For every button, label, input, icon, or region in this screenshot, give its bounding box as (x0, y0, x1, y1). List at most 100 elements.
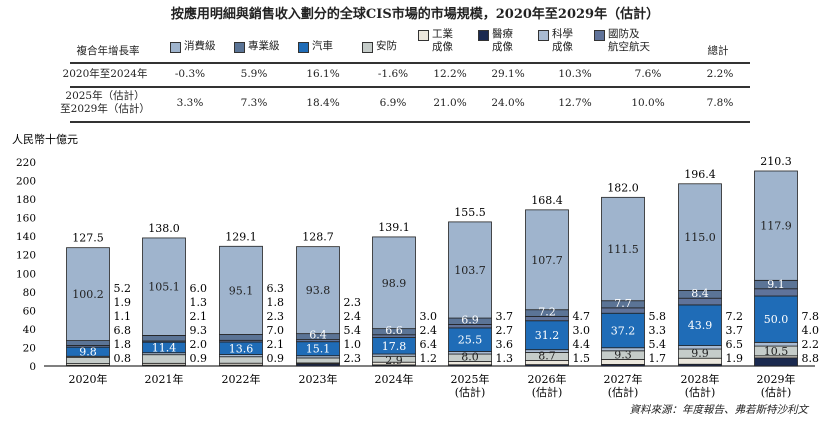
side-label: 2.4 (420, 324, 438, 337)
bar-segment (754, 170, 798, 281)
table-cell: 24.0% (491, 97, 525, 109)
x-tick-label: 2025年 (451, 372, 490, 386)
y-tick-label: 160 (16, 213, 36, 225)
segment-label: 15.1 (306, 343, 331, 356)
segment-label: 95.1 (229, 284, 254, 297)
legend-item-5: 醫療 成像 (478, 28, 513, 54)
table-cell: -0.3% (174, 68, 206, 80)
bar-segment (219, 334, 263, 341)
side-label: 1.8 (114, 338, 132, 351)
legend-swatch (298, 42, 309, 53)
table-cell: 21.0% (433, 97, 467, 109)
x-tick-label: 2021年 (145, 372, 184, 386)
segment-label: 13.6 (229, 342, 254, 355)
y-tick-label: 0 (29, 361, 36, 373)
table-cell: 7.3% (240, 97, 268, 109)
side-label: 0.8 (114, 352, 132, 365)
segment-label: 9.3 (614, 348, 632, 361)
side-label: 9.3 (190, 324, 208, 337)
table-cell: 5.9% (240, 68, 268, 80)
y-tick-label: 140 (16, 231, 36, 243)
side-label: 4.4 (573, 338, 591, 351)
side-label: 4.0 (802, 324, 820, 337)
side-label: 2.7 (496, 324, 514, 337)
side-label: 3.7 (496, 310, 514, 323)
x-tick-label: 2027年 (604, 372, 643, 386)
table-total-header: 總計 (707, 45, 729, 57)
side-label: 3.6 (496, 338, 514, 351)
table-cell: 6.9% (379, 97, 407, 109)
legend-label: 專業級 (248, 40, 280, 52)
segment-label: 115.0 (684, 231, 716, 244)
legend-swatch (362, 42, 373, 53)
segment-label: 31.2 (535, 329, 560, 342)
y-tick-label: 40 (23, 324, 36, 336)
side-label: 1.2 (420, 352, 438, 365)
table-period: 2020年至2024年 (62, 68, 148, 80)
y-tick-label: 220 (16, 157, 36, 169)
segment-label: 25.5 (458, 334, 483, 347)
table-cell: 10.3% (558, 68, 592, 80)
y-tick-label: 180 (16, 194, 36, 206)
bar-segment (372, 236, 416, 330)
table-rule (70, 121, 750, 123)
segment-label: 43.9 (688, 319, 713, 332)
segment-label: 6.6 (385, 324, 403, 337)
chart-title: 按應用明細與銷售收入劃分的全球CIS市場的市場規模，2020年至2029年（估計… (170, 7, 660, 22)
x-tick-label: 2024年 (375, 372, 414, 386)
legend-label: 國防及 航空航天 (608, 28, 650, 53)
y-tick-label: 60 (23, 305, 36, 317)
side-label: 5.4 (344, 324, 362, 337)
segment-label: 7.2 (538, 305, 556, 318)
bar-segment (448, 221, 492, 319)
side-label: 5.2 (114, 282, 132, 295)
legend-label: 醫療 成像 (492, 28, 513, 53)
table-cell: 10.0% (631, 97, 665, 109)
table-cell: 2.2% (706, 68, 734, 80)
side-label: 1.8 (267, 296, 285, 309)
total-label: 196.4 (684, 168, 716, 181)
side-label: 2.2 (802, 338, 820, 351)
side-label: 2.3 (344, 352, 362, 365)
x-tick-label: 2022年 (222, 372, 261, 386)
segment-label: 9.1 (767, 278, 785, 291)
segment-label: 9.8 (79, 345, 97, 358)
side-label: 3.0 (420, 310, 438, 323)
bar-segment (66, 247, 110, 341)
segment-label: 100.2 (72, 288, 104, 301)
side-label: 0.9 (190, 352, 208, 365)
bar-segment (678, 183, 722, 291)
table-rule (70, 86, 750, 88)
legend-swatch (538, 30, 549, 41)
segment-label: 37.2 (611, 324, 636, 337)
total-label: 139.1 (378, 221, 410, 234)
legend-item-0: 消費級 (170, 40, 216, 53)
x-tick-label: 2023年 (299, 372, 338, 386)
x-tick-label: 2028年 (681, 372, 720, 386)
side-label: 7.8 (802, 310, 820, 323)
legend-item-4: 工業 成像 (418, 28, 453, 54)
table-cell: 12.7% (558, 97, 592, 109)
total-label: 138.0 (148, 222, 180, 235)
y-axis-label: 人民幣十億元 (12, 132, 78, 146)
segment-label: 2.9 (385, 354, 403, 367)
side-label: 1.9 (726, 352, 744, 365)
total-label: 210.3 (760, 155, 792, 168)
segment-label: 11.4 (152, 342, 177, 355)
x-tick-label: (估計) (761, 385, 792, 399)
total-label: 128.7 (302, 231, 334, 244)
segment-label: 107.7 (531, 254, 563, 267)
y-tick-label: 100 (16, 268, 36, 280)
side-label: 6.5 (726, 338, 744, 351)
x-tick-label: 2029年 (757, 372, 796, 386)
legend-label: 工業 成像 (432, 28, 453, 53)
side-label: 1.7 (649, 352, 667, 365)
legend-swatch (234, 42, 245, 53)
side-label: 0.9 (267, 352, 285, 365)
side-label: 5.8 (649, 310, 667, 323)
table-cell: 29.1% (491, 68, 525, 80)
side-label: 7.0 (267, 324, 285, 337)
legend-item-6: 科學 成像 (538, 28, 573, 54)
bar-segment (754, 295, 798, 343)
